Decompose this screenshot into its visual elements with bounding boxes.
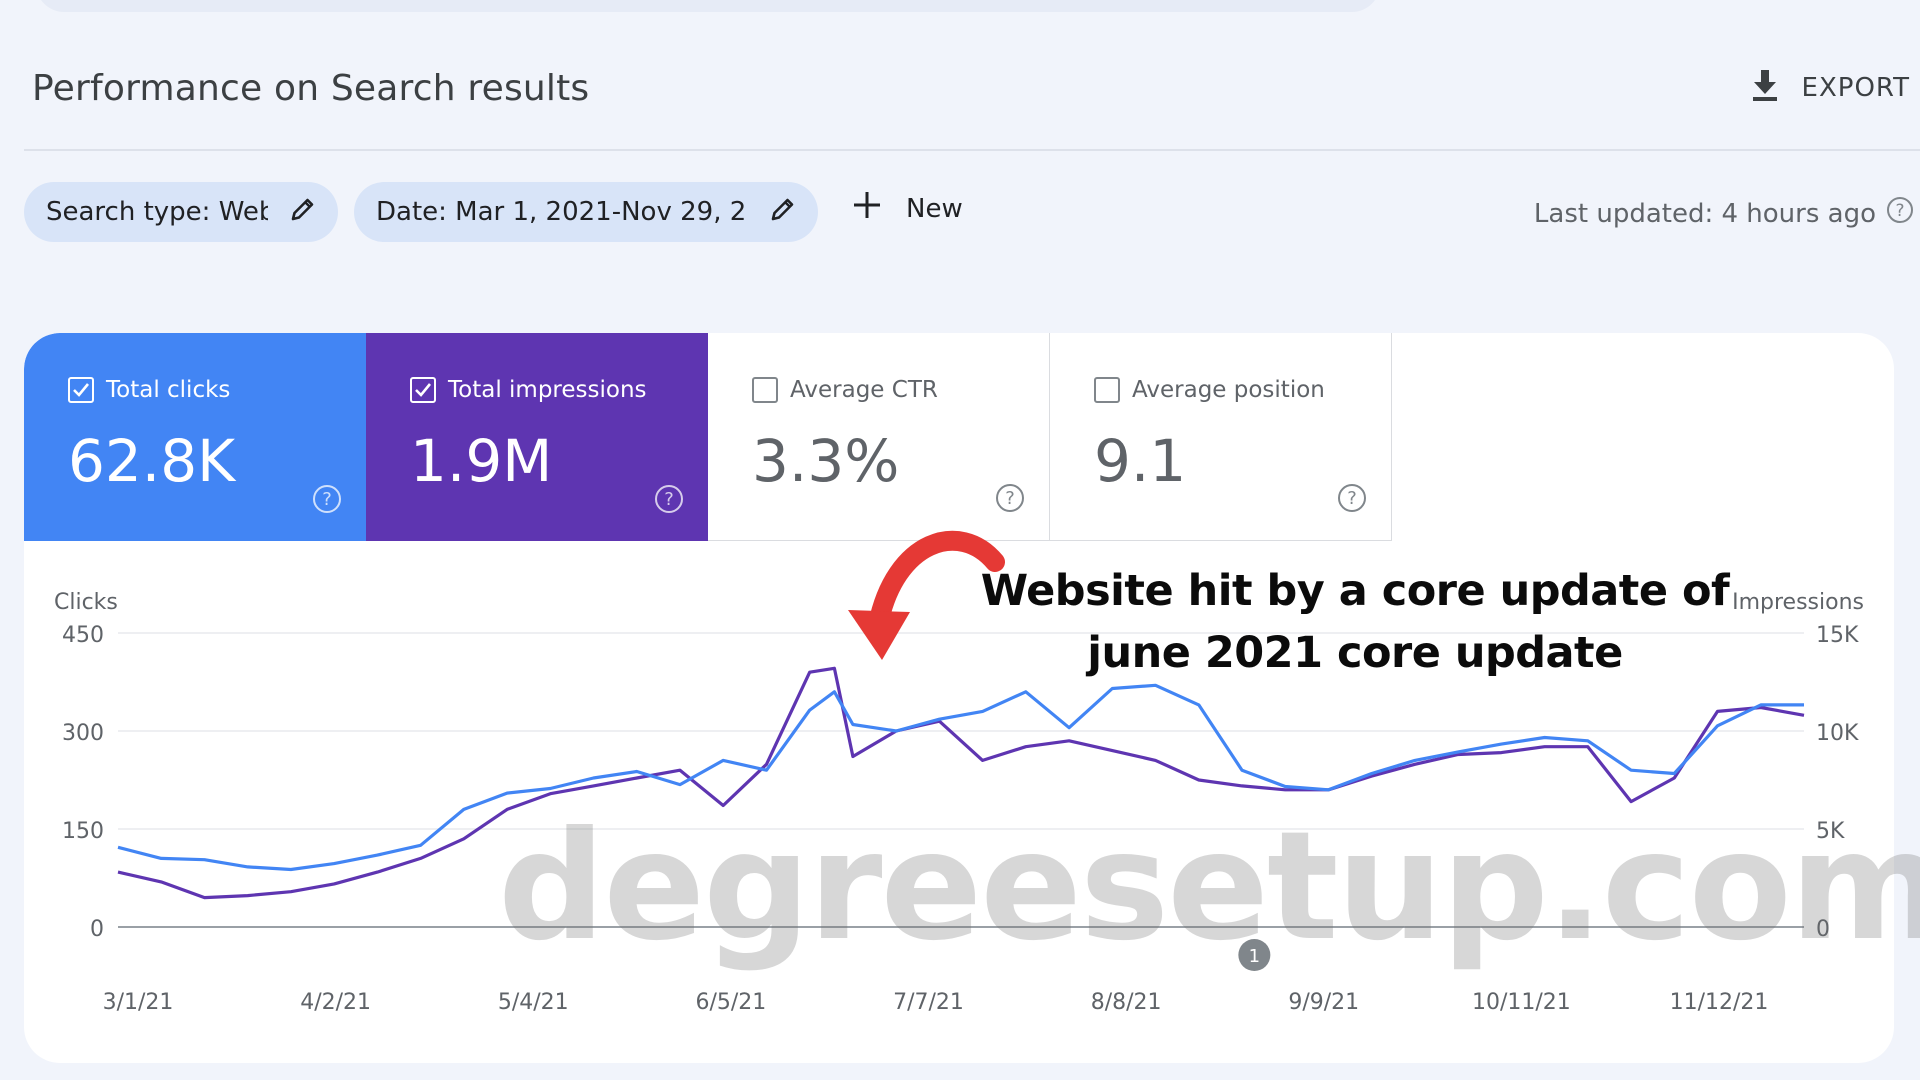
y-tick-label-right: 0 [1816,917,1830,942]
series-line-clicks [117,683,1804,872]
y-axis-title-right: Impressions [1732,590,1864,615]
export-button[interactable]: EXPORT [1750,68,1910,107]
series-line-impressions [117,666,1805,900]
search-type-label: Search type: Web [46,197,268,227]
metric-label: Total clicks [106,377,231,403]
y-tick-label-left: 300 [62,721,104,746]
help-icon[interactable]: ? [995,483,1025,518]
x-tick-label: 9/9/21 [1288,990,1359,1015]
metric-label: Total impressions [448,377,647,403]
help-icon[interactable]: ? [654,484,684,519]
help-icon[interactable]: ? [1337,483,1367,518]
x-tick-label: 3/1/21 [103,990,174,1015]
x-tick-label: 5/4/21 [498,990,569,1015]
metric-label: Average CTR [790,377,938,403]
metric-total-clicks[interactable]: Total clicks 62.8K ? [24,333,366,541]
metric-value: 62.8K [68,427,236,495]
x-tick-label: 11/12/21 [1670,990,1769,1015]
y-axis-title-left: Clicks [54,590,118,615]
metric-average-ctr[interactable]: Average CTR 3.3% ? [708,333,1050,541]
y-tick-label-left: 150 [62,819,104,844]
svg-text:?: ? [1005,488,1015,509]
x-tick-label: 6/5/21 [695,990,766,1015]
annotation-line-2: june 2021 core update [1087,628,1623,678]
y-tick-label-right: 10K [1816,721,1859,746]
event-marker-circle [1238,939,1271,971]
date-filter-chip[interactable]: Date: Mar 1, 2021-Nov 29, 2... [354,182,818,242]
event-marker-label: 1 [1249,946,1260,967]
last-updated-info: Last updated: 4 hours ago ? [1534,196,1914,231]
performance-chart[interactable]: 0 0 150 5K 300 10K 450 15K Clicks Impressions 3/1/… [24,333,1894,1063]
annotation-line-1: Website hit by a core update of [980,566,1730,616]
plus-icon [852,190,882,227]
last-updated-text: Last updated: 4 hours ago [1533,198,1876,229]
add-filter-button[interactable]: New [852,190,963,227]
search-type-filter-chip[interactable]: Search type: Web [24,182,338,242]
y-tick-label-right: 15K [1816,623,1859,648]
export-label: EXPORT [1801,72,1910,103]
performance-card: Total clicks 62.8K ? Total impressions 1… [24,333,1894,1063]
y-tick-label-right: 5K [1816,819,1845,844]
metric-value: 1.9M [410,427,553,495]
event-marker-badge[interactable]: 1 [1238,939,1271,971]
checkbox-checked-icon[interactable] [410,377,436,403]
x-tick-label: 7/7/21 [893,990,964,1015]
x-tick-label: 10/11/21 [1472,990,1571,1015]
x-tick-label: 4/2/21 [300,990,371,1015]
svg-text:?: ? [1895,201,1904,221]
y-tick-label-left: 450 [62,623,104,648]
metric-value: 9.1 [1094,427,1187,495]
download-icon [1750,68,1780,107]
svg-text:?: ? [664,489,674,510]
checkbox-checked-icon[interactable] [68,377,94,403]
metric-label: Average position [1132,377,1325,403]
svg-text:?: ? [1347,488,1357,509]
watermark: degreesetup.com [498,800,1920,974]
metric-average-position[interactable]: Average position 9.1 ? [1050,333,1392,541]
metric-total-impressions[interactable]: Total impressions 1.9M ? [366,333,708,541]
x-tick-label: 8/8/21 [1091,990,1162,1015]
edit-pencil-icon[interactable] [770,196,796,229]
y-tick-label-left: 0 [90,917,104,942]
annotation-arrow-icon [848,530,1005,660]
help-icon[interactable]: ? [312,484,342,519]
checkbox-unchecked-icon[interactable] [752,377,778,403]
date-range-label: Date: Mar 1, 2021-Nov 29, 2... [376,197,748,227]
checkbox-unchecked-icon[interactable] [1094,377,1120,403]
header-divider [24,149,1920,151]
metric-value: 3.3% [752,427,900,495]
annotation-text: Website hit by a core update of june 202… [960,560,1750,684]
help-icon[interactable]: ? [1886,196,1914,231]
edit-pencil-icon[interactable] [290,196,316,229]
new-filter-label: New [906,193,963,224]
top-search-bar-edge [36,0,1380,12]
page-title: Performance on Search results [32,68,590,109]
svg-text:?: ? [322,489,332,510]
